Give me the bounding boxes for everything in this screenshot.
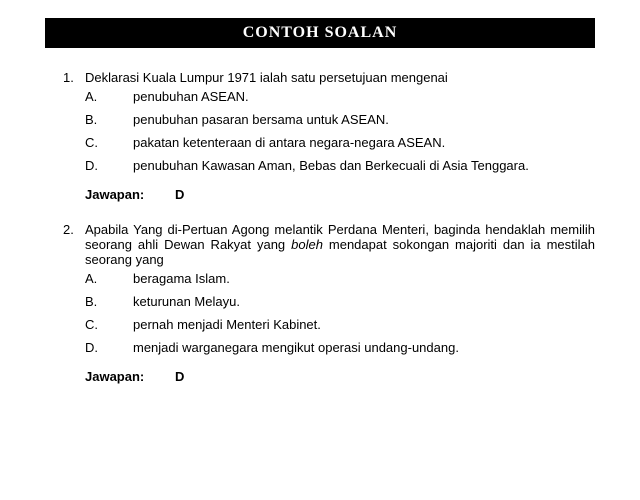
answer-label: Jawapan: bbox=[85, 369, 175, 384]
option-letter: C. bbox=[85, 135, 133, 150]
option-letter: D. bbox=[85, 340, 133, 355]
option-row: D. penubuhan Kawasan Aman, Bebas dan Ber… bbox=[85, 158, 595, 173]
option-row: A. beragama Islam. bbox=[85, 271, 595, 286]
question-block: 2. Apabila Yang di-Pertuan Agong melanti… bbox=[45, 222, 595, 384]
option-row: B. penubuhan pasaran bersama untuk ASEAN… bbox=[85, 112, 595, 127]
question-block: 1. Deklarasi Kuala Lumpur 1971 ialah sat… bbox=[45, 70, 595, 202]
option-row: A. penubuhan ASEAN. bbox=[85, 89, 595, 104]
option-text: keturunan Melayu. bbox=[133, 294, 595, 309]
question-number: 1. bbox=[63, 70, 85, 202]
question-number: 2. bbox=[63, 222, 85, 384]
option-row: D. menjadi warganegara mengikut operasi … bbox=[85, 340, 595, 355]
option-text: penubuhan Kawasan Aman, Bebas dan Berkec… bbox=[133, 158, 595, 173]
option-letter: B. bbox=[85, 112, 133, 127]
question-text: Deklarasi Kuala Lumpur 1971 ialah satu p… bbox=[85, 70, 595, 85]
option-text: penubuhan pasaran bersama untuk ASEAN. bbox=[133, 112, 595, 127]
answer-row: Jawapan: D bbox=[85, 369, 595, 384]
answer-value: D bbox=[175, 187, 184, 202]
answer-label: Jawapan: bbox=[85, 187, 175, 202]
answer-value: D bbox=[175, 369, 184, 384]
option-letter: B. bbox=[85, 294, 133, 309]
page-title: CONTOH SOALAN bbox=[45, 18, 595, 48]
option-letter: A. bbox=[85, 271, 133, 286]
option-text: beragama Islam. bbox=[133, 271, 595, 286]
option-row: B. keturunan Melayu. bbox=[85, 294, 595, 309]
option-letter: C. bbox=[85, 317, 133, 332]
question-text: Apabila Yang di-Pertuan Agong melantik P… bbox=[85, 222, 595, 267]
answer-row: Jawapan: D bbox=[85, 187, 595, 202]
option-text: pernah menjadi Menteri Kabinet. bbox=[133, 317, 595, 332]
option-text: penubuhan ASEAN. bbox=[133, 89, 595, 104]
option-letter: D. bbox=[85, 158, 133, 173]
option-text: menjadi warganegara mengikut operasi und… bbox=[133, 340, 595, 355]
option-text: pakatan ketenteraan di antara negara-neg… bbox=[133, 135, 595, 150]
option-row: C. pernah menjadi Menteri Kabinet. bbox=[85, 317, 595, 332]
option-row: C. pakatan ketenteraan di antara negara-… bbox=[85, 135, 595, 150]
option-letter: A. bbox=[85, 89, 133, 104]
